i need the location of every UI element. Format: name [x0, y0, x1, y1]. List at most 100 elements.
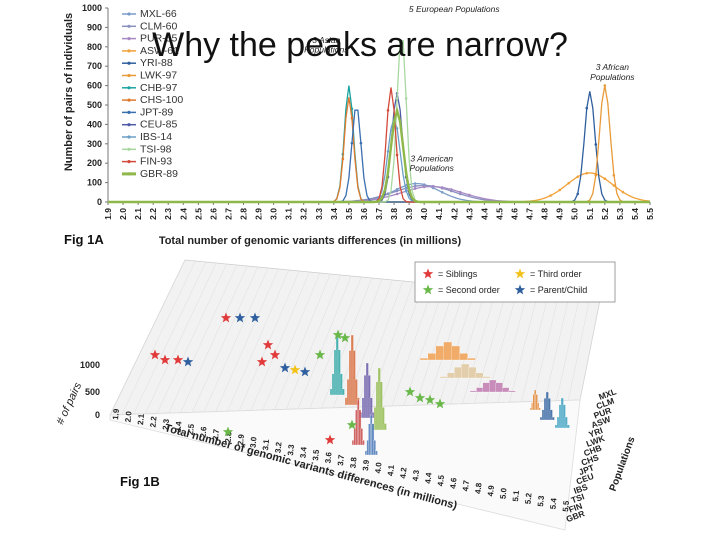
x-tick-label-3d: 3.5: [311, 449, 321, 461]
x-tick-label-3d: 4.2: [399, 467, 409, 479]
population-label-yri: YRI: [587, 425, 604, 439]
series-line-gbr-89: [108, 106, 650, 204]
x-tick-label-3d: 3.0: [249, 436, 259, 448]
peak-bar: [419, 357, 429, 361]
peak-bar: [538, 407, 541, 411]
peak-bar: [362, 440, 365, 446]
peak-bar: [435, 345, 445, 361]
peak-bar: [551, 416, 555, 421]
wall-grid-line: [262, 272, 321, 411]
legend-label-tsi-98: TSI-98: [140, 143, 172, 155]
series-point-gbr-89: [386, 171, 390, 174]
blue-star-marker: [299, 366, 311, 377]
wall-grid-line: [309, 276, 362, 409]
y-tick-label: 0: [97, 197, 102, 207]
x-tick-label-3d: 5.2: [524, 492, 534, 504]
x-tick-label-3d: 5.1: [511, 490, 521, 502]
series-point-pur-55: [413, 187, 417, 190]
x-tick-label-3d: 3.2: [274, 441, 284, 453]
series-point-yri-88: [576, 192, 580, 196]
chart-annotation: Populations: [409, 163, 454, 173]
wall-grid-line: [403, 284, 445, 406]
x-tick-label: 4.2: [449, 208, 459, 220]
z-axis-label: # of pairs: [54, 380, 84, 427]
yellow-star-marker: [289, 364, 301, 375]
z-tick-label: 500: [85, 387, 100, 397]
green-star-marker: [434, 398, 446, 409]
chart-annotation: Populations: [590, 72, 635, 82]
x-tick-label-3d: 3.1: [261, 438, 271, 450]
peak-bar: [482, 382, 490, 393]
chart-annotation: 3 African: [596, 62, 630, 72]
series-point-pur-55: [431, 185, 435, 188]
peak-bar: [508, 390, 516, 393]
series-point-asw-61: [603, 177, 607, 180]
peak-bar: [371, 423, 375, 456]
x-tick-label: 5.4: [630, 208, 640, 220]
series-point-asw-61: [558, 188, 561, 192]
y-tick-label: 500: [87, 100, 102, 110]
wall-grid-line: [544, 296, 570, 402]
x-tick-label-3d: 4.3: [411, 469, 421, 481]
fig-1a-label: Fig 1A: [64, 232, 104, 247]
population-axis-label: Populations: [608, 435, 638, 493]
slide-title: Why the peaks are narrow?: [152, 26, 568, 64]
x-tick-label: 2.2: [148, 208, 158, 220]
x-tick-label-3d: 2.9: [236, 433, 246, 445]
series-point-chs-100: [341, 157, 345, 161]
green-star-marker: [314, 349, 326, 360]
x-tick-label: 4.3: [464, 208, 474, 220]
legend-label-asw-61: ASW-61: [140, 45, 179, 57]
wall-grid-line: [532, 295, 559, 402]
red-star-marker: [324, 434, 336, 445]
y-tick-label: 600: [87, 81, 102, 91]
series-point-chs-100: [350, 116, 354, 120]
wall-grid-line: [168, 264, 238, 414]
legend-marker-chb-97: [127, 86, 131, 90]
x-tick-label-3d: 4.6: [449, 477, 459, 489]
wall-grid-line: [215, 268, 279, 412]
peak-bar: [451, 345, 460, 361]
x-tick-label-3d: 3.6: [324, 451, 334, 463]
x-tick-label: 3.7: [374, 208, 384, 220]
blue-star-marker: [234, 312, 246, 323]
series-point-ibs-14: [386, 150, 390, 153]
legend-label-chs-100: CHS-100: [140, 94, 183, 106]
x-tick-label: 4.7: [525, 208, 535, 220]
peak-bar: [536, 402, 540, 411]
x-tick-label-3d: 5.0: [499, 487, 509, 499]
series-point-mxl-66: [440, 191, 444, 194]
series-point-clm-60: [413, 184, 417, 188]
peak-bar: [459, 353, 468, 361]
wall-grid-line: [579, 299, 601, 401]
peak-bar: [562, 404, 566, 429]
peak-bar: [352, 350, 356, 406]
x-tick-label-3d: 4.4: [424, 472, 434, 484]
z-tick-label: 0: [95, 410, 100, 420]
y-tick-label: 400: [87, 119, 102, 129]
legend-label-jpt-89: JPT-89: [140, 106, 173, 118]
wall-grid-line: [380, 282, 424, 407]
legend-label-red-star: = Siblings: [438, 269, 478, 279]
x-tick-label-3d: 2.7: [211, 428, 221, 440]
x-tick-label-3d: 4.9: [486, 484, 496, 496]
wall-grid-line: [415, 285, 455, 406]
x-tick-label-3d: 4.5: [436, 474, 446, 486]
series-point-pur-55: [468, 193, 471, 197]
peak-bar: [379, 381, 383, 431]
legend-marker-clm-60: [127, 24, 131, 28]
peak-bar: [337, 349, 341, 396]
x-tick-label: 4.0: [419, 208, 429, 220]
red-star-marker: [256, 356, 268, 367]
peak-bar: [461, 363, 470, 379]
legend-marker-tsi-98: [127, 147, 131, 151]
x-tick-label-3d: 3.7: [336, 454, 346, 466]
y-axis-label: Number of pairs of individuals: [63, 13, 75, 171]
series-point-yri-88: [585, 106, 589, 110]
y-tick-label: 800: [87, 42, 102, 52]
peak-bar: [466, 357, 476, 361]
series-point-pur-55: [395, 192, 399, 196]
legend-blue-star: [514, 284, 526, 295]
series-point-pur-55: [459, 190, 462, 194]
x-tick-label: 2.1: [133, 208, 143, 220]
